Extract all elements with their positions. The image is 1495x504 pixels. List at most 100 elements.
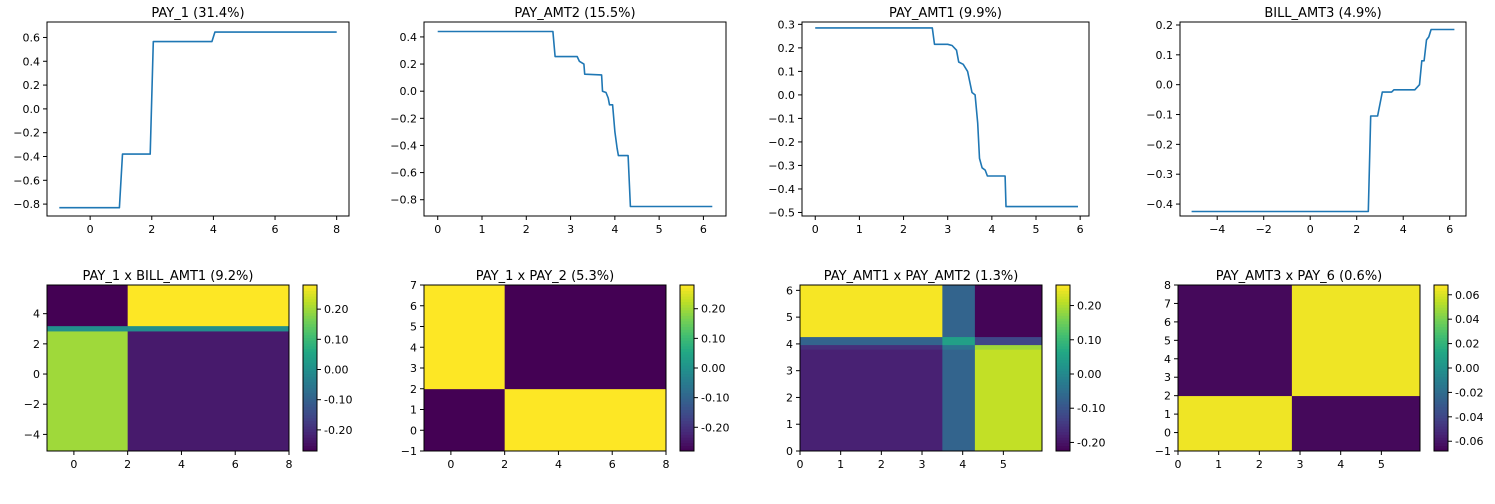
- heatmap-cells: [424, 285, 667, 452]
- heatmap-cell: [504, 388, 667, 452]
- colorbar-tick-label: 0.00: [701, 362, 726, 375]
- x-tick-label: 4: [988, 223, 995, 236]
- colorbar-segment: [680, 379, 694, 383]
- colorbar-segment: [303, 398, 317, 402]
- colorbar-segment: [1056, 351, 1070, 355]
- colorbar-segment: [680, 345, 694, 350]
- heatmap-cell: [942, 285, 976, 338]
- colorbar-segment: [680, 409, 694, 413]
- colorbar-segment: [1056, 354, 1070, 358]
- heatmap-cell: [974, 336, 1043, 346]
- colorbar-segment: [1434, 437, 1448, 441]
- x-tick-label: 5: [1378, 458, 1385, 471]
- colorbar-segment: [680, 290, 694, 294]
- colorbar: -0.20 -0.10 0.00 0.10 0.20: [679, 284, 729, 452]
- heatmap-cell: [127, 285, 290, 327]
- colorbar-segment: [1434, 315, 1448, 319]
- colorbar-segment: [680, 398, 694, 402]
- colorbar-tick-label: 0.00: [324, 364, 349, 377]
- y-tick-label: 0.3: [778, 18, 796, 31]
- colorbar-segment: [1434, 401, 1448, 405]
- colorbar-segment: [680, 293, 694, 297]
- colorbar: -0.20 -0.10 0.00 0.10 0.20: [302, 284, 352, 452]
- colorbar-segment: [1056, 381, 1070, 386]
- y-tick-label: 5: [1164, 334, 1171, 347]
- x-tick-label: 8: [663, 458, 670, 471]
- colorbar-segment: [303, 332, 317, 336]
- subplot-title: PAY_AMT1 (9.9%): [889, 6, 1002, 21]
- colorbar-tick-label: 0.20: [701, 303, 726, 316]
- colorbar-segment: [1434, 431, 1448, 435]
- heatmap-cell: [1178, 285, 1293, 397]
- colorbar-segment: [680, 340, 694, 344]
- colorbar-tick-label: -0.06: [1455, 435, 1483, 448]
- colorbar-segment: [303, 320, 317, 325]
- colorbar-segment: [303, 287, 317, 292]
- colorbar-segment: [1434, 351, 1448, 355]
- y-tick-label: 0.1: [1156, 49, 1174, 62]
- colorbar-segment: [303, 370, 317, 375]
- colorbar-segment: [1056, 370, 1070, 375]
- colorbar-segment: [303, 301, 317, 305]
- colorbar-segment: [303, 351, 317, 355]
- colorbar-segment: [1056, 326, 1070, 330]
- series-line: [815, 27, 1078, 208]
- colorbar-segment: [680, 359, 694, 363]
- colorbar-segment: [303, 362, 317, 366]
- colorbar-segment: [1056, 417, 1070, 422]
- colorbar-segment: [303, 420, 317, 424]
- colorbar-segment: [680, 298, 694, 303]
- subplot-6: PAY_1 x PAY_2 (5.3%) -0.20 -0.10 0.00 0.10 0.…: [401, 269, 730, 471]
- colorbar-segment: [303, 323, 317, 327]
- colorbar-segment: [1056, 439, 1070, 444]
- x-tick-label: 0: [1175, 458, 1182, 471]
- colorbar-segment: [680, 368, 694, 372]
- subplot-7: PAY_AMT1 x PAY_AMT2 (1.3%) -0.20 -0.10 0.00…: [786, 269, 1105, 471]
- colorbar-segment: [303, 296, 317, 300]
- colorbar-segment: [1056, 437, 1070, 441]
- colorbar-frame: [302, 284, 318, 452]
- colorbar-segment: [680, 403, 694, 408]
- colorbar-frame: [1055, 284, 1071, 452]
- x-tick-label: 2: [523, 223, 530, 236]
- subplot-title: PAY_1 x PAY_2 (5.3%): [476, 269, 614, 284]
- y-tick-label: −0.3: [768, 159, 795, 172]
- heatmap-cell: [504, 285, 667, 390]
- heatmap-cell: [974, 349, 1043, 452]
- colorbar-segment: [1434, 301, 1448, 305]
- y-tick-label: −0.4: [768, 183, 795, 196]
- x-tick-label: 6: [272, 223, 279, 236]
- colorbar-segment: [680, 387, 694, 391]
- colorbar-segment: [1434, 348, 1448, 352]
- y-tick-label: −4: [24, 428, 40, 441]
- y-tick-label: 0: [410, 424, 417, 437]
- x-tick-label: 2: [1256, 458, 1263, 471]
- colorbar-segment: [1434, 334, 1448, 339]
- colorbar-segment: [1434, 304, 1448, 308]
- colorbar-segment: [1056, 304, 1070, 308]
- colorbar-segment: [680, 304, 694, 308]
- y-tick-label: 0: [1164, 427, 1171, 440]
- colorbar-segment: [1056, 412, 1070, 416]
- y-tick-label: 4: [33, 308, 40, 321]
- colorbar-segment: [1434, 392, 1448, 397]
- heatmap-cell: [800, 349, 943, 452]
- colorbar-segment: [303, 285, 317, 289]
- colorbar-segment: [1056, 301, 1070, 305]
- y-tick-label: 4: [786, 338, 793, 351]
- colorbar-segment: [1434, 442, 1448, 446]
- x-tick-label: 4: [1400, 223, 1407, 236]
- colorbar-segment: [1056, 409, 1070, 413]
- heatmap-cells: [47, 285, 290, 452]
- colorbar-segment: [1434, 354, 1448, 358]
- colorbar-segment: [1434, 445, 1448, 449]
- y-tick-label: −0.6: [390, 167, 417, 180]
- x-tick-label: 1: [856, 223, 863, 236]
- colorbar-segment: [1056, 285, 1070, 289]
- colorbar-segment: [303, 392, 317, 397]
- colorbar-segment: [1434, 340, 1448, 344]
- colorbar-segment: [1434, 428, 1448, 433]
- colorbar-segment: [303, 423, 317, 427]
- x-tick-label: 3: [1297, 458, 1304, 471]
- heatmap-cells: [1178, 285, 1421, 452]
